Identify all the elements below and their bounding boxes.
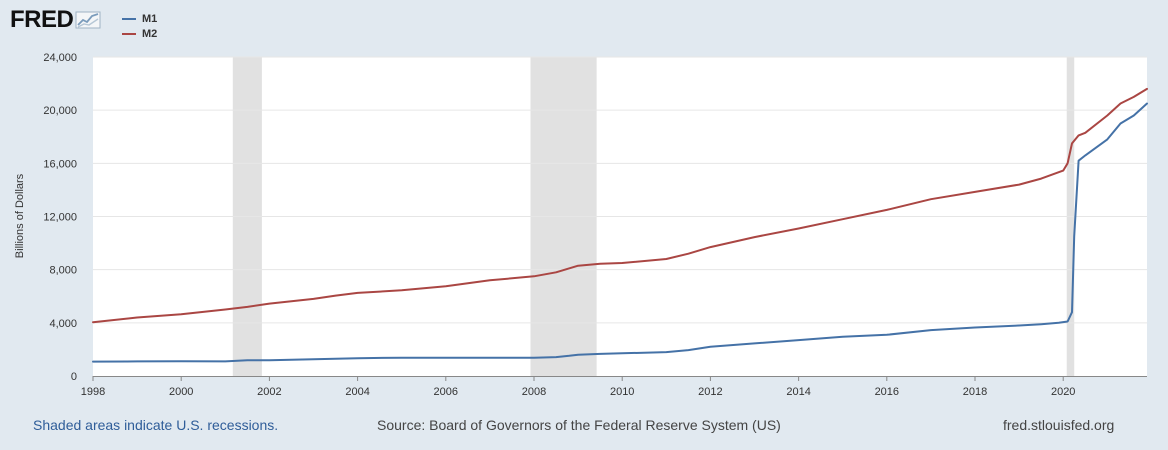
y-tick-label: 20,000 bbox=[43, 105, 77, 117]
site-link[interactable]: fred.stlouisfed.org bbox=[1003, 417, 1115, 433]
y-axis-label: Billions of Dollars bbox=[14, 173, 26, 258]
x-tick-label: 2010 bbox=[610, 386, 634, 398]
chart-line-icon bbox=[75, 11, 101, 29]
legend-item-m2[interactable]: M2 bbox=[122, 26, 157, 41]
x-tick-label: 2014 bbox=[786, 386, 810, 398]
x-tick-label: 2002 bbox=[257, 386, 281, 398]
series-line-m1[interactable] bbox=[92, 102, 1148, 363]
x-tick-label: 1998 bbox=[81, 386, 105, 398]
fred-logo[interactable]: FRED bbox=[10, 6, 101, 34]
recession-note-link[interactable]: Shaded areas indicate U.S. recessions. bbox=[33, 417, 279, 433]
line-chart: 0 4,000 8,000 12,000 16,000 20,000 24,000 1998 2… bbox=[14, 52, 1148, 398]
legend-label-m2: M2 bbox=[142, 27, 158, 40]
logo-text: FRED bbox=[10, 6, 74, 33]
legend-swatch-m2 bbox=[122, 32, 136, 35]
y-tick-label: 12,000 bbox=[43, 212, 77, 224]
y-tick-label: 24,000 bbox=[43, 52, 77, 64]
x-tick-label: 2020 bbox=[1051, 386, 1075, 398]
x-tick-label: 2008 bbox=[522, 386, 546, 398]
x-tick-label: 2018 bbox=[963, 386, 987, 398]
chart-legend: M1 M2 bbox=[122, 11, 157, 41]
x-tick-label: 2004 bbox=[345, 386, 369, 398]
y-tick-label: 8,000 bbox=[49, 265, 77, 277]
legend-swatch-m1 bbox=[122, 17, 136, 20]
series-line-m2[interactable] bbox=[92, 87, 1148, 324]
x-tick-label: 2000 bbox=[169, 386, 193, 398]
x-tick-label: 2012 bbox=[698, 386, 722, 398]
legend-label-m1: M1 bbox=[142, 12, 158, 25]
y-tick-label: 4,000 bbox=[49, 318, 77, 330]
source-note: Source: Board of Governors of the Federa… bbox=[377, 417, 781, 433]
x-tick-label: 2006 bbox=[434, 386, 458, 398]
legend-item-m1[interactable]: M1 bbox=[122, 11, 157, 26]
x-tick-label: 2016 bbox=[875, 386, 899, 398]
y-tick-label: 16,000 bbox=[43, 158, 77, 170]
y-tick-label: 0 bbox=[71, 371, 77, 383]
